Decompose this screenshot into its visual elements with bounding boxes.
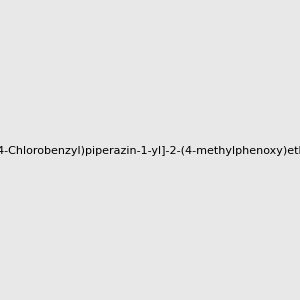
Text: 1-[4-(4-Chlorobenzyl)piperazin-1-yl]-2-(4-methylphenoxy)ethanone: 1-[4-(4-Chlorobenzyl)piperazin-1-yl]-2-(…: [0, 146, 300, 157]
